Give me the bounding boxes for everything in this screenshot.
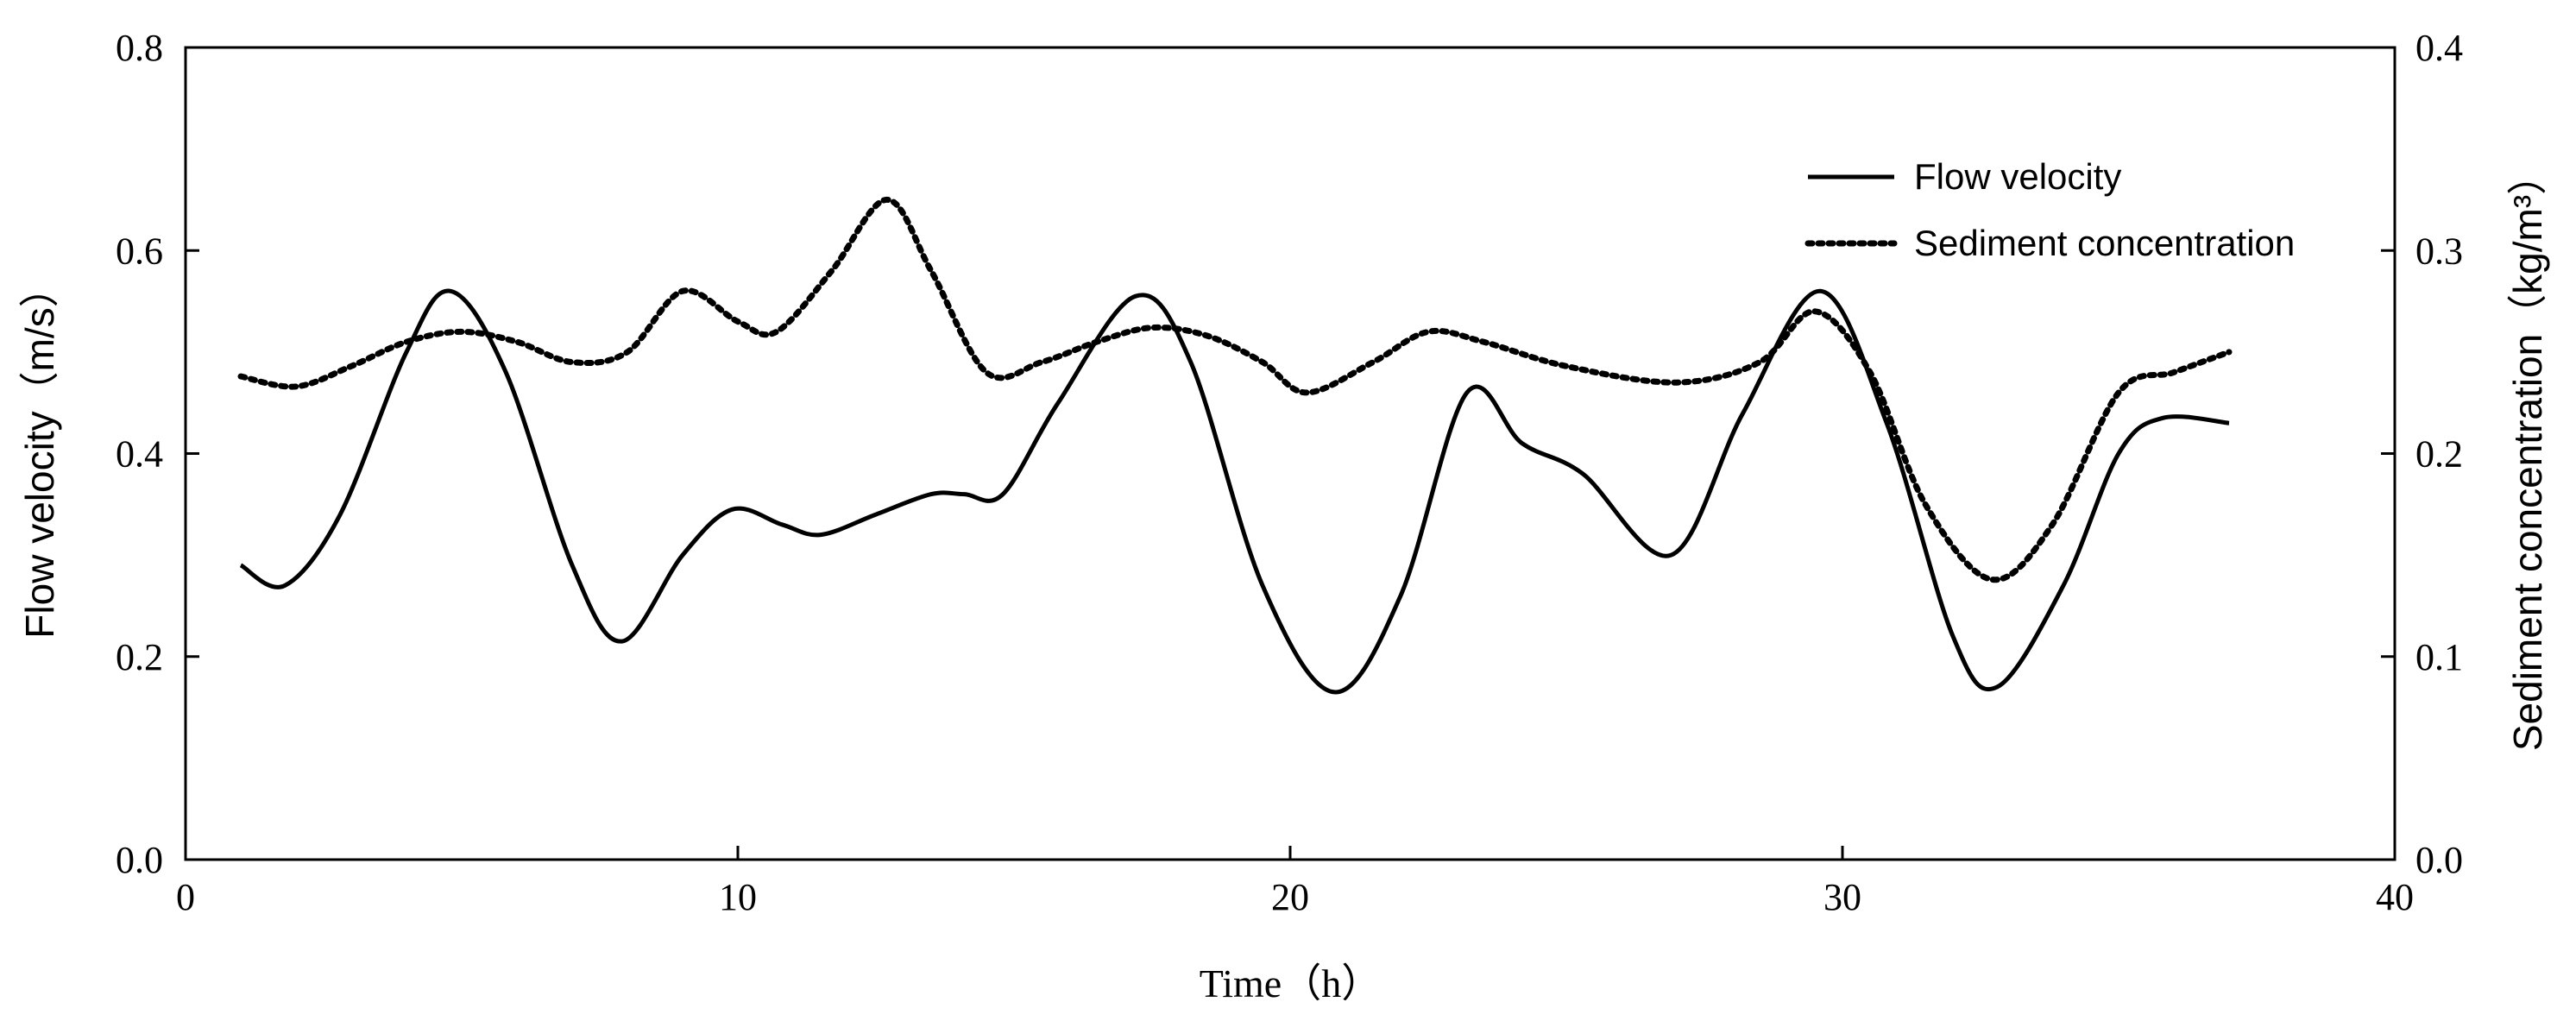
x-axis-title: Time（h） [1200, 961, 1381, 1005]
left-y-tick-label: 0.4 [116, 433, 163, 476]
left-y-tick-label: 0.6 [116, 230, 163, 272]
series-layer [237, 196, 2233, 695]
right-y-tick-label: 0.0 [2415, 839, 2463, 881]
right-y-tick-label: 0.1 [2415, 636, 2463, 678]
x-axis-ticks: 0 10 20 30 40 [176, 846, 2414, 918]
x-tick-label: 30 [1823, 876, 1861, 918]
x-tick-label: 40 [2376, 876, 2414, 918]
legend: Flow velocity Sediment concentration [1804, 156, 2295, 263]
sediment-concentration-line [237, 196, 2233, 583]
x-tick-label: 10 [719, 876, 757, 918]
left-y-axis-ticks: 0.0 0.2 0.4 0.6 0.8 [116, 27, 199, 881]
x-tick-label: 0 [176, 876, 195, 918]
left-y-axis-title: Flow velocity（m/s） [17, 268, 62, 638]
right-y-tick-label: 0.3 [2415, 230, 2463, 272]
right-y-axis-title: Sediment concentration（kg/m³） [2505, 155, 2550, 751]
right-y-axis-ticks: 0.0 0.1 0.2 0.3 0.4 [2381, 27, 2463, 881]
flow-velocity-line [239, 288, 2230, 695]
left-y-tick-label: 0.8 [116, 27, 163, 69]
legend-label-flow-velocity: Flow velocity [1914, 156, 2121, 197]
right-y-tick-label: 0.4 [2415, 27, 2463, 69]
left-y-tick-label: 0.0 [116, 839, 163, 881]
right-y-tick-label: 0.2 [2415, 433, 2463, 476]
x-tick-label: 20 [1271, 876, 1309, 918]
legend-label-sediment-concentration: Sediment concentration [1914, 223, 2295, 263]
left-y-tick-label: 0.2 [116, 636, 163, 678]
